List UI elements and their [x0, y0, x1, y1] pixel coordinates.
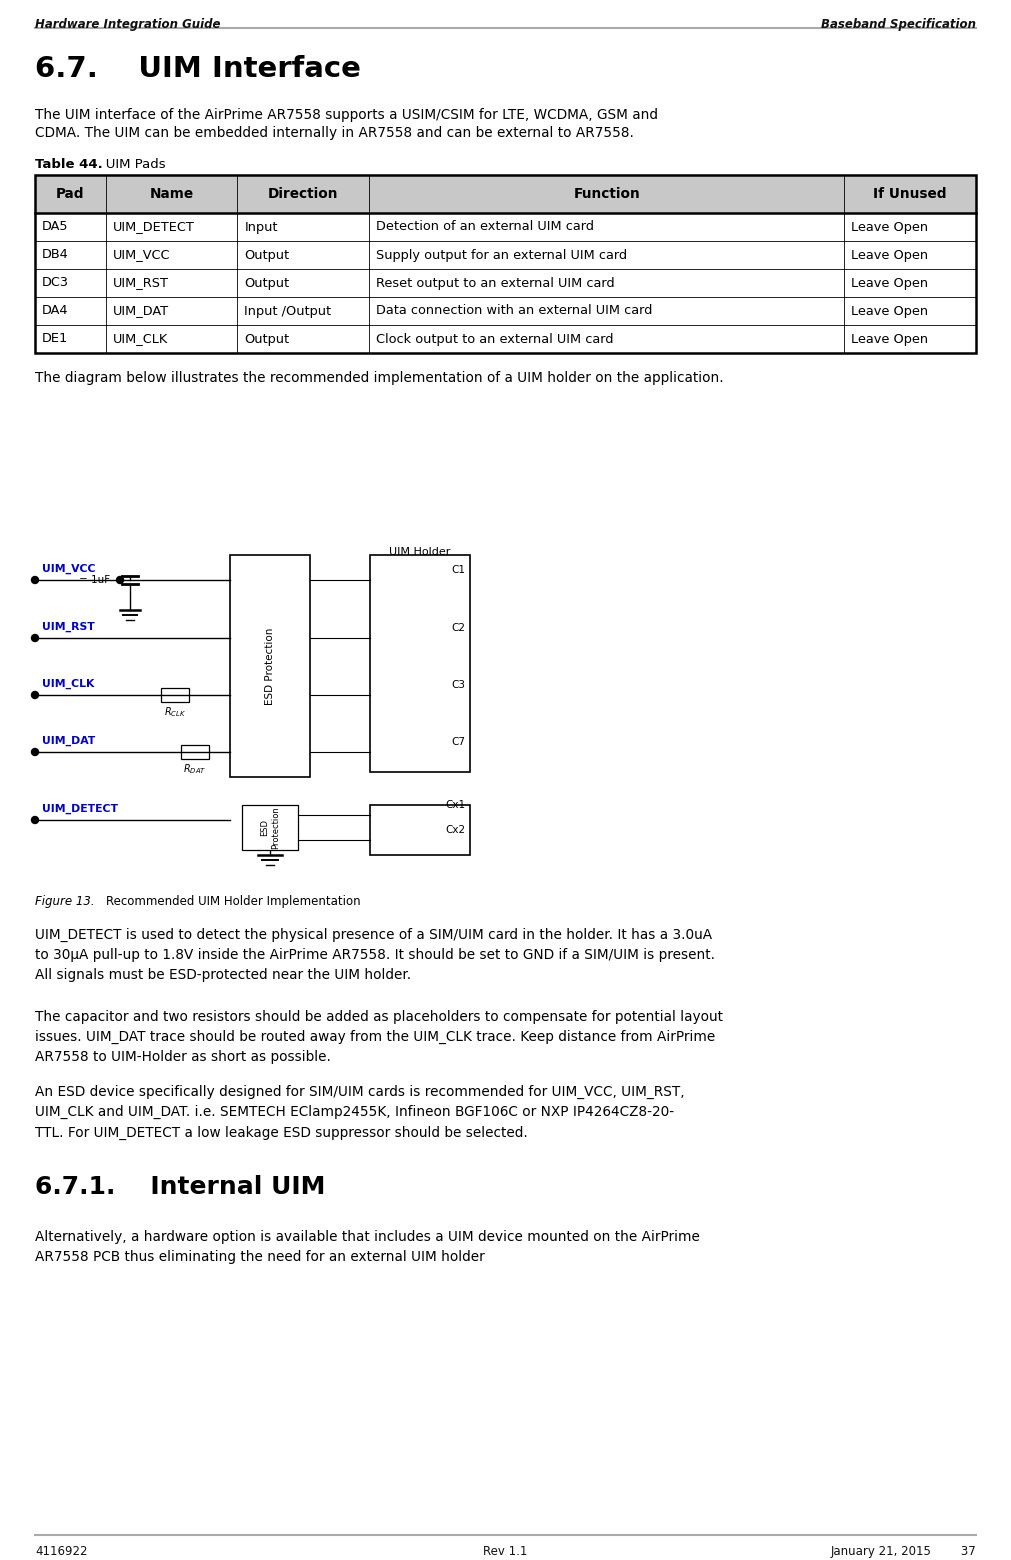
- Text: Output: Output: [245, 332, 289, 345]
- Text: Input: Input: [245, 220, 278, 234]
- Text: ESD Protection: ESD Protection: [265, 627, 275, 705]
- Text: Data connection with an external UIM card: Data connection with an external UIM car…: [376, 304, 652, 318]
- Text: CDMA. The UIM can be embedded internally in AR7558 and can be external to AR7558: CDMA. The UIM can be embedded internally…: [35, 126, 634, 140]
- Text: Output: Output: [245, 276, 289, 290]
- Circle shape: [31, 749, 38, 755]
- Text: Reset output to an external UIM card: Reset output to an external UIM card: [376, 276, 615, 290]
- Text: Pad: Pad: [57, 187, 85, 201]
- Text: UIM_RST: UIM_RST: [113, 276, 169, 290]
- Text: 4116922: 4116922: [35, 1544, 88, 1558]
- Text: Hardware Integration Guide: Hardware Integration Guide: [35, 19, 220, 31]
- Text: The diagram below illustrates the recommended implementation of a UIM holder on : The diagram below illustrates the recomm…: [35, 371, 724, 385]
- Text: UIM Pads: UIM Pads: [93, 158, 166, 172]
- Text: January 21, 2015        37: January 21, 2015 37: [830, 1544, 976, 1558]
- Bar: [161, 688, 189, 702]
- Text: UIM_DETECT is used to detect the physical presence of a SIM/UIM card in the hold: UIM_DETECT is used to detect the physica…: [35, 928, 715, 983]
- Text: Clock output to an external UIM card: Clock output to an external UIM card: [376, 332, 614, 345]
- Text: Detection of an external UIM card: Detection of an external UIM card: [376, 220, 593, 234]
- Text: UIM_VCC: UIM_VCC: [42, 563, 95, 574]
- Text: C2: C2: [451, 622, 465, 633]
- Text: UIM_VCC: UIM_VCC: [113, 248, 170, 262]
- Bar: [181, 746, 209, 760]
- Circle shape: [31, 691, 38, 699]
- Text: UIM_DETECT: UIM_DETECT: [42, 803, 118, 814]
- Text: $R_{CLK}$: $R_{CLK}$: [164, 705, 186, 719]
- Text: 6.7.1.    Internal UIM: 6.7.1. Internal UIM: [35, 1175, 326, 1200]
- Bar: [35, 175, 976, 214]
- Text: UIM_DETECT: UIM_DETECT: [113, 220, 195, 234]
- Text: ESD
Protection: ESD Protection: [260, 807, 280, 849]
- Text: UIM Holder: UIM Holder: [389, 548, 451, 557]
- Text: C3: C3: [451, 680, 465, 690]
- Text: DA4: DA4: [42, 304, 69, 318]
- Text: The capacitor and two resistors should be added as placeholders to compensate fo: The capacitor and two resistors should b…: [35, 1009, 723, 1064]
- Text: Direction: Direction: [268, 187, 339, 201]
- Text: An ESD device specifically designed for SIM/UIM cards is recommended for UIM_VCC: An ESD device specifically designed for …: [35, 1086, 684, 1139]
- Text: Supply output for an external UIM card: Supply output for an external UIM card: [376, 248, 627, 262]
- Text: UIM_DAT: UIM_DAT: [42, 736, 95, 746]
- Text: Leave Open: Leave Open: [851, 248, 928, 262]
- Text: Table 44.: Table 44.: [35, 158, 103, 172]
- Text: UIM_CLK: UIM_CLK: [42, 679, 94, 690]
- Text: Cx1: Cx1: [445, 800, 465, 810]
- Text: DA5: DA5: [42, 220, 69, 234]
- Text: DC3: DC3: [42, 276, 69, 290]
- Text: Function: Function: [573, 187, 640, 201]
- Bar: [370, 555, 470, 772]
- Text: UIM_CLK: UIM_CLK: [113, 332, 168, 345]
- Bar: [35, 175, 976, 353]
- Text: Leave Open: Leave Open: [851, 304, 928, 318]
- Text: Leave Open: Leave Open: [851, 220, 928, 234]
- Bar: [242, 805, 298, 850]
- Text: $R_{DAT}$: $R_{DAT}$: [183, 761, 206, 775]
- Text: Cx2: Cx2: [445, 825, 465, 835]
- Text: Rev 1.1: Rev 1.1: [483, 1544, 527, 1558]
- Circle shape: [116, 577, 123, 583]
- Text: Name: Name: [150, 187, 194, 201]
- Text: Input /Output: Input /Output: [245, 304, 332, 318]
- Text: Output: Output: [245, 248, 289, 262]
- Text: C1: C1: [451, 565, 465, 576]
- Text: DB4: DB4: [42, 248, 69, 262]
- Circle shape: [31, 577, 38, 583]
- Circle shape: [31, 635, 38, 641]
- Text: Leave Open: Leave Open: [851, 332, 928, 345]
- Text: If Unused: If Unused: [874, 187, 947, 201]
- Text: Figure 13.: Figure 13.: [35, 895, 95, 908]
- Text: Leave Open: Leave Open: [851, 276, 928, 290]
- Text: Alternatively, a hardware option is available that includes a UIM device mounted: Alternatively, a hardware option is avai…: [35, 1229, 700, 1264]
- Text: 6.7.    UIM Interface: 6.7. UIM Interface: [35, 55, 361, 83]
- Text: DE1: DE1: [42, 332, 69, 345]
- Text: C7: C7: [451, 736, 465, 747]
- Text: Baseband Specification: Baseband Specification: [821, 19, 976, 31]
- Text: UIM_DAT: UIM_DAT: [113, 304, 169, 318]
- Bar: [229, 555, 310, 777]
- Circle shape: [31, 816, 38, 824]
- Bar: [370, 805, 470, 855]
- Text: Recommended UIM Holder Implementation: Recommended UIM Holder Implementation: [91, 895, 361, 908]
- Text: The UIM interface of the AirPrime AR7558 supports a USIM/CSIM for LTE, WCDMA, GS: The UIM interface of the AirPrime AR7558…: [35, 108, 658, 122]
- Text: = 1uF: = 1uF: [79, 576, 110, 585]
- Text: UIM_RST: UIM_RST: [42, 622, 95, 632]
